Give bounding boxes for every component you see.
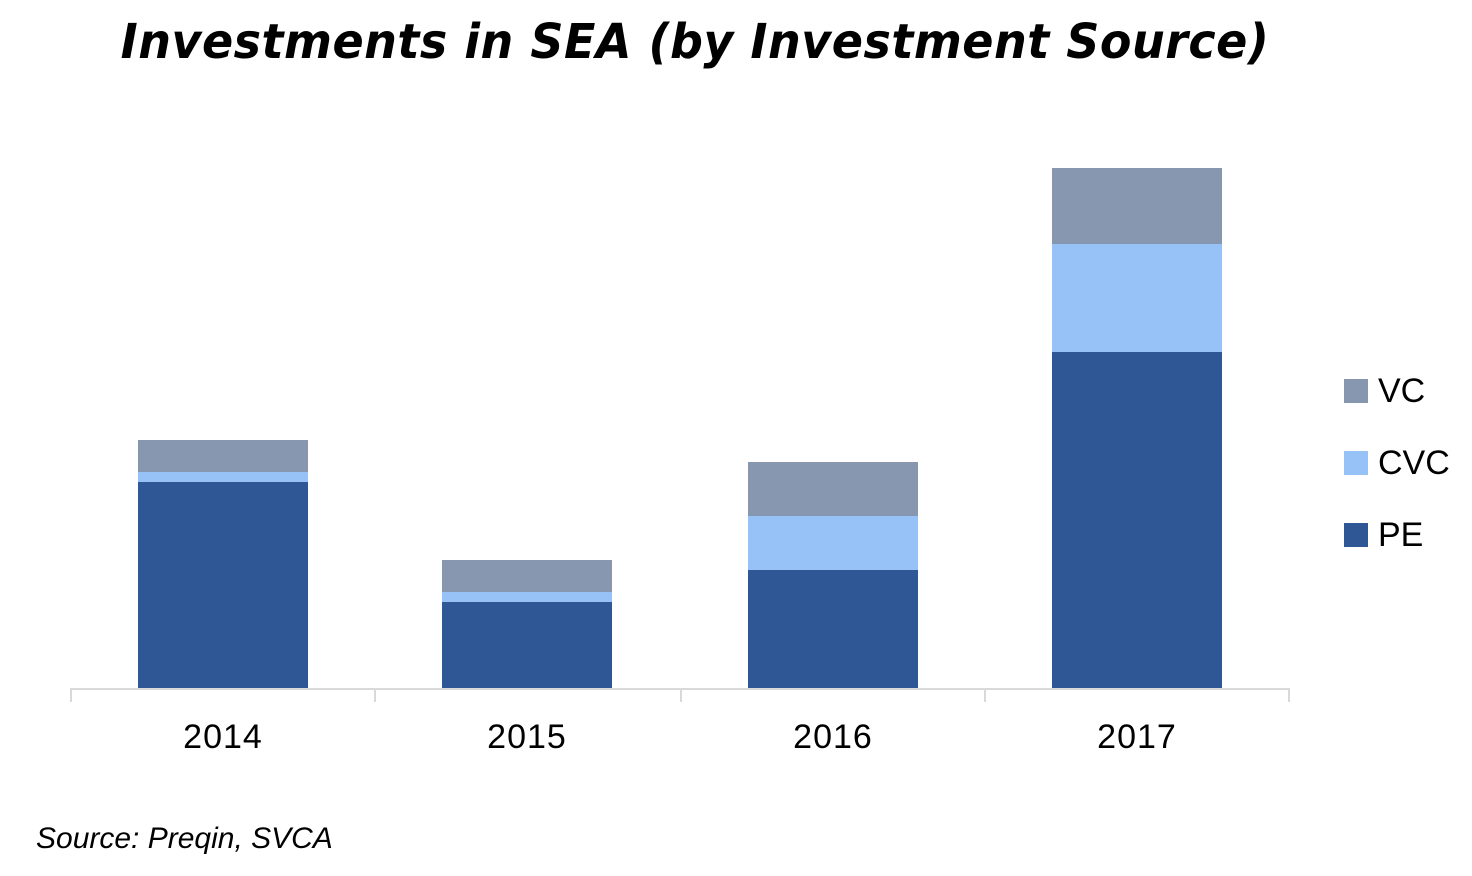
bar-segment-cvc-2016 — [748, 516, 918, 570]
source-note: Source: Preqin, SVCA — [36, 822, 333, 855]
legend-item-cvc: CVC — [1344, 427, 1450, 499]
x-axis-tick — [680, 688, 682, 702]
bar-segment-pe-2014 — [138, 482, 308, 688]
legend-swatch-pe — [1344, 523, 1368, 547]
legend-swatch-cvc — [1344, 451, 1368, 475]
bar-2015 — [442, 560, 612, 688]
bar-2014 — [138, 440, 308, 688]
legend-swatch-vc — [1344, 379, 1368, 403]
legend-label-vc: VC — [1378, 371, 1426, 410]
x-tick-label-2016: 2016 — [793, 718, 873, 756]
bar-segment-cvc-2014 — [138, 472, 308, 482]
legend-label-pe: PE — [1378, 515, 1424, 554]
x-tick-label-2017: 2017 — [1097, 718, 1177, 756]
legend-label-cvc: CVC — [1378, 443, 1450, 482]
x-axis-tick — [1288, 688, 1290, 702]
bar-segment-pe-2016 — [748, 570, 918, 688]
bar-segment-vc-2017 — [1052, 168, 1222, 244]
chart-title: Investments in SEA (by Investment Source… — [120, 12, 1270, 70]
legend: VC CVC PE — [1344, 355, 1450, 571]
bar-segment-vc-2015 — [442, 560, 612, 592]
bar-segment-cvc-2017 — [1052, 244, 1222, 352]
bar-segment-pe-2015 — [442, 602, 612, 688]
bar-segment-vc-2014 — [138, 440, 308, 472]
legend-item-vc: VC — [1344, 355, 1450, 427]
x-axis-tick — [984, 688, 986, 702]
x-axis-tick — [70, 688, 72, 702]
bar-2016 — [748, 462, 918, 688]
x-tick-label-2015: 2015 — [487, 718, 567, 756]
bar-segment-vc-2016 — [748, 462, 918, 516]
x-tick-label-2014: 2014 — [183, 718, 263, 756]
plot-area — [70, 100, 1290, 688]
x-axis-tick — [374, 688, 376, 702]
bar-segment-cvc-2015 — [442, 592, 612, 602]
bar-2017 — [1052, 168, 1222, 688]
legend-item-pe: PE — [1344, 499, 1450, 571]
bar-segment-pe-2017 — [1052, 352, 1222, 688]
